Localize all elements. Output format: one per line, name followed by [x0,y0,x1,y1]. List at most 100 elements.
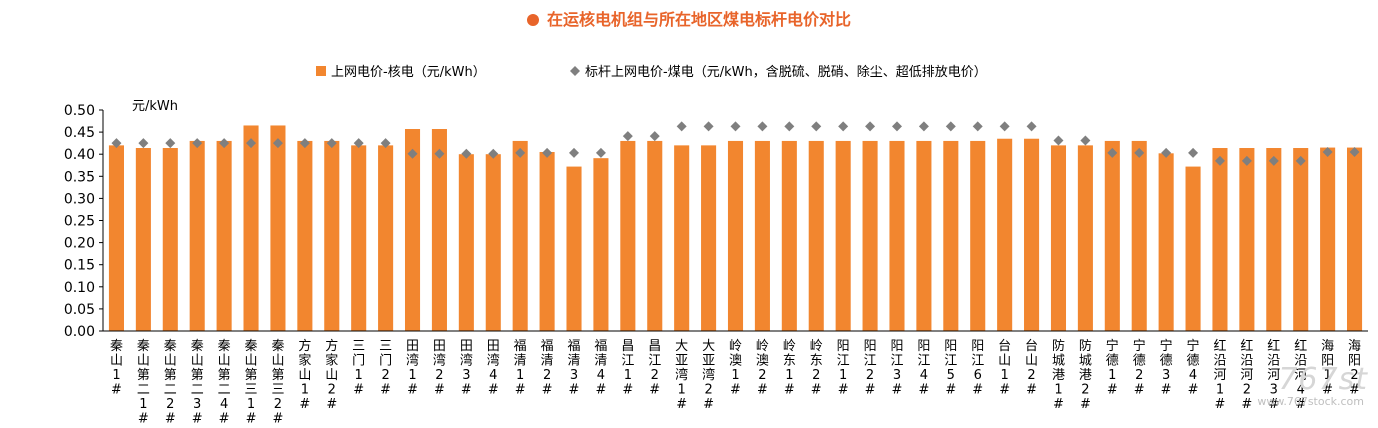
coal-price-marker [918,121,929,132]
bar [539,151,555,331]
coal-price-marker [569,147,580,158]
bar [781,140,797,331]
legend: 上网电价-核电（元/kWh） 标杆上网电价-煤电（元/kWh，含脱硫、脱硝、除尘… [316,64,987,80]
coal-price-marker [1026,121,1037,132]
bar [1158,153,1174,331]
y-tick-label: 0.05 [64,302,95,318]
bar [970,140,986,331]
coal-price-marker [757,121,768,132]
x-tick-label: 岭东 2 # [810,339,823,398]
bar [1320,147,1336,331]
x-tick-label: 三门 1 # [352,339,365,398]
coal-price-marker [784,121,795,132]
chart-title: 在运核电机组与所在地区煤电标杆电价对比 [0,6,1378,30]
x-tick-label: 宁德 1 # [1106,338,1119,398]
coal-price-marker [865,121,876,132]
x-tick-label: 岭澳 2 # [756,339,769,398]
coal-price-marker [999,121,1010,132]
coal-price-marker [838,121,849,132]
y-tick-label: 0.25 [64,214,95,230]
x-tick-label: 海阳 2 # [1348,339,1361,398]
coal-price-marker [1322,146,1333,157]
x-tick-label: 海阳 1 # [1321,339,1334,398]
bar [727,140,744,331]
x-tick-label: 阳江 2 # [864,339,877,398]
bar [835,140,851,331]
bar [1185,166,1201,331]
coal-price-marker [595,147,606,158]
coal-price-marker [111,138,122,149]
y-tick-label: 0.30 [64,191,95,207]
bar [243,125,259,331]
bar [135,148,151,331]
x-tick-label: 台山 1 # [998,339,1011,398]
x-tick-label: 秦山第三 1 # [245,339,258,427]
x-tick-label: 秦山第二 4 # [218,339,231,427]
bar [997,138,1013,331]
coal-price-marker [515,147,526,158]
bar [270,125,286,331]
x-tick-label: 田湾 4 # [487,339,500,398]
bar [1050,145,1067,331]
bar [647,140,663,331]
x-tick-label: 防城港 1 # [1052,338,1065,412]
y-axis-unit-label: 元/kWh [132,99,178,114]
x-tick-label: 昌江 1 # [621,339,634,398]
watermark-logo: 767st [1278,362,1368,397]
bar [566,166,582,331]
y-tick-label: 0.20 [64,236,95,252]
bar [1347,147,1363,331]
x-tick-label: 福清 4 # [594,339,607,398]
x-tick-label: 秦山 1 # [110,339,123,398]
bar [1239,148,1255,331]
bar [674,145,690,331]
x-tick-label: 方家山 2 # [325,338,338,412]
bar [404,129,421,331]
x-tick-label: 福清 2 # [541,339,554,398]
x-tick-label: 岭东 1 # [783,339,796,398]
bar [189,140,205,331]
x-tick-label: 岭澳 1 # [729,339,742,398]
bar [162,148,178,331]
bar [1131,140,1147,331]
coal-price-marker [1188,147,1199,158]
x-tick-label: 秦山第三 2 # [271,339,284,427]
y-tick-label: 0.10 [64,280,95,296]
x-tick-label: 红沿河 1 # [1213,338,1226,412]
coal-price-marker [138,138,149,149]
coal-price-marker [1080,135,1091,146]
coal-price-marker [434,148,445,159]
watermark-url: www.767stock.com [1257,395,1364,408]
y-axis: 0.50 0.45 0.40 0.35 0.30 0.25 0.20 0.15 0.10 0.05… [64,103,104,340]
coal-price-marker [461,148,472,159]
legend-marker-diamond-icon [570,66,580,76]
x-tick-label: 宁德 4 # [1187,338,1200,398]
coal-price-marker [488,148,499,159]
legend-bar-label: 上网电价-核电（元/kWh） [331,65,486,80]
x-tick-label: 秦山第二 3 # [191,339,204,427]
x-tick-label: 红沿河 2 # [1240,338,1253,412]
coal-price-marker [299,138,310,149]
bar [889,140,905,331]
x-tick-label: 防城港 2 # [1079,338,1092,412]
bar [1266,148,1282,331]
coal-price-marker [380,138,391,149]
coal-price-marker [407,148,418,159]
coal-price-marker [1268,155,1279,166]
bar [862,140,878,331]
x-tick-label: 田湾 2 # [433,339,446,398]
bar [485,154,501,331]
bar [1104,140,1120,331]
x-tick-label: 田湾 3 # [460,339,473,398]
coal-price-marker [272,138,283,149]
y-tick-label: 0.45 [64,125,95,141]
legend-bar-swatch [316,66,326,76]
x-tick-label: 大亚湾 2 # [702,339,715,412]
x-tick-label: 红沿河 4 # [1294,338,1307,412]
x-tick-label: 台山 2 # [1025,339,1038,398]
bar [297,140,313,331]
coal-price-marker [219,138,230,149]
bar [512,140,528,331]
x-tick-label: 秦山第二 1 # [137,339,150,427]
